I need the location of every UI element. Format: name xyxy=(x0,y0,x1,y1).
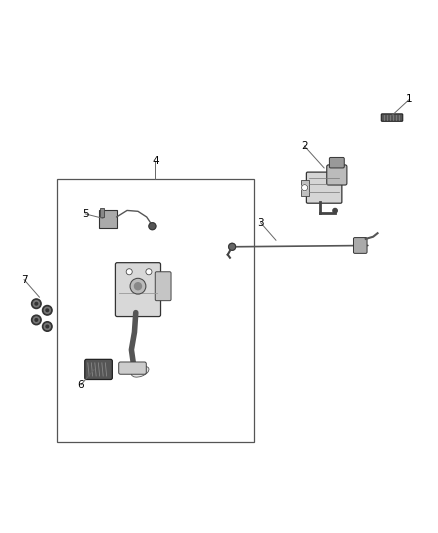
Bar xyxy=(100,208,104,217)
Circle shape xyxy=(44,307,50,313)
Circle shape xyxy=(42,305,52,315)
Circle shape xyxy=(32,315,41,325)
FancyBboxPatch shape xyxy=(155,272,171,301)
Text: 5: 5 xyxy=(82,209,89,219)
Circle shape xyxy=(42,322,52,332)
Text: 6: 6 xyxy=(78,379,85,390)
Bar xyxy=(301,180,309,197)
Circle shape xyxy=(35,302,38,305)
FancyBboxPatch shape xyxy=(116,263,160,317)
FancyBboxPatch shape xyxy=(353,238,367,253)
Circle shape xyxy=(229,243,236,251)
FancyBboxPatch shape xyxy=(327,165,347,185)
Circle shape xyxy=(126,269,132,275)
Circle shape xyxy=(130,278,146,294)
Circle shape xyxy=(33,317,39,323)
Circle shape xyxy=(35,319,38,321)
Ellipse shape xyxy=(131,366,149,377)
Text: 3: 3 xyxy=(257,217,264,228)
Circle shape xyxy=(333,208,337,213)
Circle shape xyxy=(32,299,41,309)
Circle shape xyxy=(44,324,50,329)
Text: 7: 7 xyxy=(21,274,28,285)
FancyBboxPatch shape xyxy=(99,211,117,228)
Circle shape xyxy=(134,282,141,290)
FancyBboxPatch shape xyxy=(85,359,112,379)
Bar xyxy=(57,179,254,442)
Text: 4: 4 xyxy=(152,156,159,166)
Text: 2: 2 xyxy=(301,141,308,151)
Circle shape xyxy=(46,325,49,328)
Text: 1: 1 xyxy=(406,94,413,104)
Circle shape xyxy=(46,309,49,312)
Circle shape xyxy=(146,269,152,275)
Circle shape xyxy=(149,223,156,230)
Circle shape xyxy=(33,301,39,307)
FancyBboxPatch shape xyxy=(381,114,403,122)
FancyBboxPatch shape xyxy=(329,157,344,168)
FancyBboxPatch shape xyxy=(307,172,342,203)
Circle shape xyxy=(302,184,307,191)
FancyBboxPatch shape xyxy=(119,362,146,374)
